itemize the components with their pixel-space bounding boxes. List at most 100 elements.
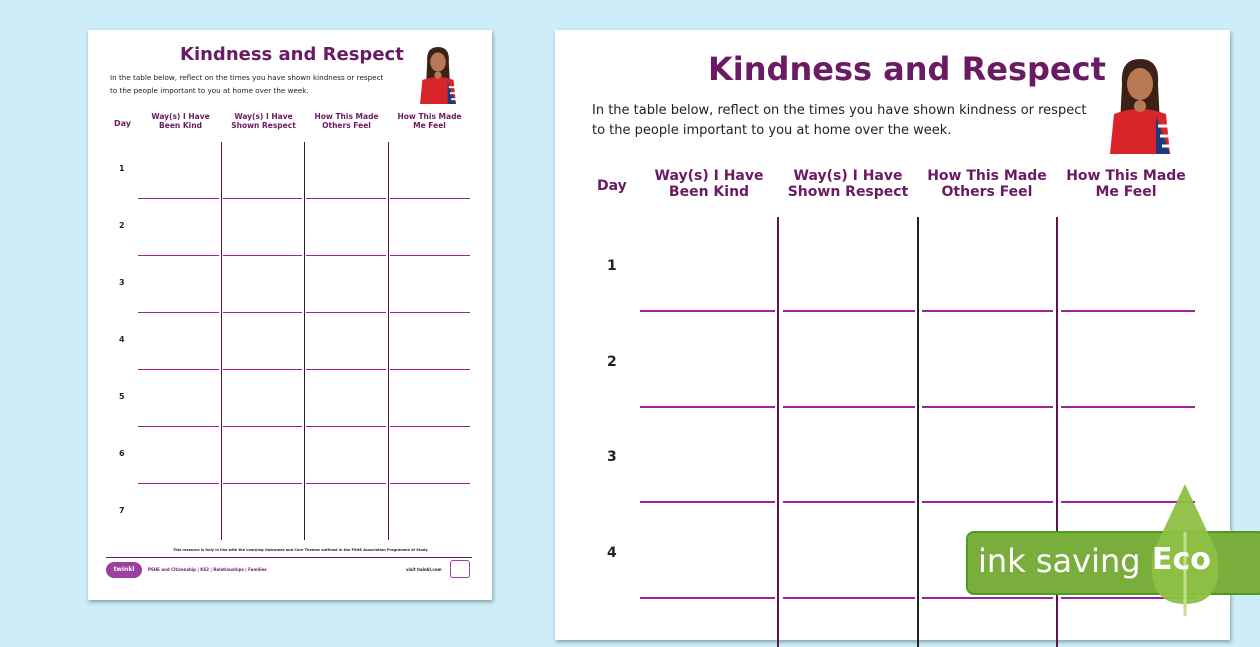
eco-label: Eco [1152,542,1211,577]
instructions-line-1: In the table below, reflect on the times… [592,103,1087,118]
instructions-line-2: to the people important to you at home o… [110,86,309,95]
header-text: How This Made [397,112,462,121]
writing-line[interactable] [138,255,219,256]
header-text: Way(s) I Have [793,168,903,184]
worksheet-preview-small[interactable]: Kindness and Respect In the table below,… [88,30,492,600]
page-title: Kindness and Respect [708,50,1106,88]
footer-site[interactable]: visit twinkl.com [406,567,442,572]
column-divider [304,142,305,540]
writing-line[interactable] [1061,405,1195,408]
writing-line[interactable] [138,483,219,484]
writing-line[interactable] [783,501,915,503]
writing-line[interactable] [223,426,302,427]
writing-line[interactable] [390,312,470,313]
badge-icon [450,560,470,578]
header-me-feel: How This Made Me Feel [387,112,472,130]
instructions-line-1: In the table below, reflect on the times… [110,73,384,82]
day-number: 6 [119,449,125,458]
writing-line[interactable] [138,426,219,427]
column-divider [1056,217,1058,647]
header-day: Day [114,119,132,128]
writing-line[interactable] [640,405,775,408]
writing-line[interactable] [783,405,915,408]
writing-line[interactable] [223,198,302,199]
writing-line[interactable] [306,255,386,256]
day-number: 1 [119,164,125,173]
writing-line[interactable] [922,310,1053,312]
writing-line[interactable] [306,426,386,427]
writing-line[interactable] [640,310,775,312]
header-been-kind: Way(s) I Have Been Kind [138,112,223,130]
day-number: 2 [119,221,125,230]
header-me-feel: How This Made Me Feel [1056,168,1196,200]
column-divider [388,142,389,540]
writing-line[interactable] [306,483,386,484]
footer-note: This resource is fully in line with the … [173,548,428,552]
header-text: Way(s) I Have [654,168,764,184]
writing-line[interactable] [922,501,1053,503]
header-text: How This Made [314,112,379,121]
day-number: 4 [607,544,617,561]
day-number: 2 [607,353,617,370]
column-divider [221,142,222,540]
header-text: How This Made [927,168,1047,184]
writing-line[interactable] [390,198,470,199]
header-text: How This Made [1066,168,1186,184]
header-text: Me Feel [1095,184,1157,201]
writing-line[interactable] [640,596,775,599]
header-others-feel: How This Made Others Feel [917,168,1057,200]
writing-line[interactable] [390,426,470,427]
header-shown-respect: Way(s) I Have Shown Respect [221,112,306,130]
girl-thinking-illustration [420,47,458,104]
header-been-kind: Way(s) I Have Been Kind [639,168,779,200]
header-day: Day [597,178,627,194]
column-divider [777,217,779,647]
writing-line[interactable] [783,596,915,599]
writing-line[interactable] [390,369,470,370]
writing-line[interactable] [390,255,470,256]
writing-line[interactable] [223,369,302,370]
writing-line[interactable] [223,483,302,484]
writing-line[interactable] [1061,501,1195,503]
header-text: Shown Respect [231,120,296,130]
writing-line[interactable] [138,312,219,313]
header-text: Way(s) I Have [234,112,293,121]
writing-line[interactable] [390,483,470,484]
writing-line[interactable] [223,312,302,313]
writing-line[interactable] [138,198,219,199]
writing-line[interactable] [1061,310,1195,312]
writing-line[interactable] [922,405,1053,408]
header-text: Others Feel [322,120,371,130]
writing-line[interactable] [306,369,386,370]
badge-text: ink saving [978,542,1141,580]
writing-line[interactable] [783,310,915,312]
day-number: 7 [119,506,125,515]
instructions-line-2: to the people important to you at home o… [592,123,952,138]
writing-line[interactable] [223,255,302,256]
footer-subject: PSHE and Citizenship | KS2 | Relationshi… [148,567,267,572]
day-number: 4 [119,335,125,344]
header-others-feel: How This Made Others Feel [304,112,389,130]
footer-divider [106,557,472,558]
writing-line[interactable] [138,369,219,370]
header-text: Shown Respect [787,184,909,201]
header-shown-respect: Way(s) I Have Shown Respect [778,168,918,200]
header-text: Been Kind [159,120,202,130]
header-text: Me Feel [413,120,446,130]
writing-line[interactable] [306,198,386,199]
writing-line[interactable] [306,312,386,313]
writing-line[interactable] [640,501,775,503]
writing-line[interactable] [922,596,1053,599]
page-title: Kindness and Respect [180,44,404,65]
leaf-drop-icon [1151,484,1219,616]
header-text: Been Kind [668,184,750,201]
day-number: 1 [607,258,617,274]
day-number: 5 [119,392,125,401]
girl-thinking-illustration [1110,59,1172,154]
header-text: Way(s) I Have [151,112,210,121]
day-number: 3 [607,449,617,465]
day-number: 3 [119,278,125,287]
header-text: Others Feel [941,184,1033,201]
writing-line[interactable] [1061,596,1195,599]
column-divider [917,217,919,647]
